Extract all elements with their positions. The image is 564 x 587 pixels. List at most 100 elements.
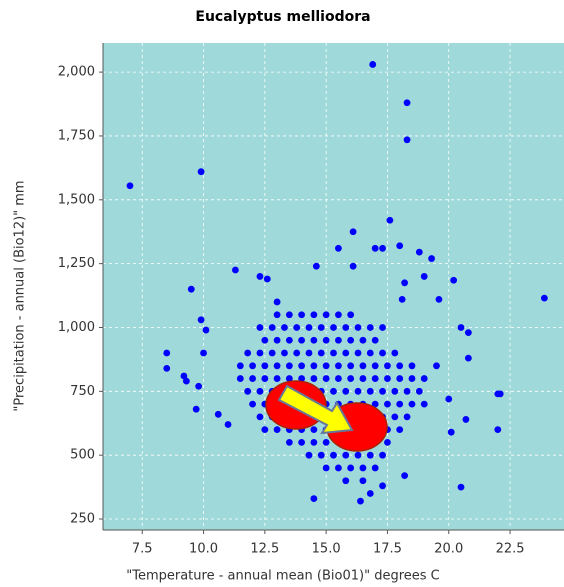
- point: [347, 311, 355, 319]
- point: [310, 495, 318, 502]
- x-axis-label: "Temperature - annual mean (Bio01)" degr…: [126, 569, 440, 584]
- point: [195, 382, 203, 390]
- point: [330, 451, 337, 459]
- point: [310, 336, 318, 344]
- point: [298, 311, 306, 319]
- point: [371, 336, 379, 344]
- point: [420, 273, 428, 280]
- point: [354, 387, 362, 395]
- point: [450, 276, 458, 284]
- point: [322, 464, 330, 472]
- point: [273, 426, 281, 434]
- point: [494, 426, 502, 434]
- point: [342, 387, 350, 395]
- point: [379, 451, 386, 459]
- point: [349, 262, 357, 270]
- x-tick-label: 22.5: [496, 542, 525, 557]
- point: [285, 439, 293, 446]
- point: [464, 329, 472, 336]
- point: [273, 336, 281, 344]
- point: [285, 311, 293, 319]
- x-tick-label: 10.0: [189, 542, 218, 557]
- point: [347, 362, 355, 370]
- point: [197, 168, 205, 176]
- point: [263, 275, 271, 283]
- point: [428, 255, 435, 262]
- point: [347, 336, 355, 344]
- point: [403, 136, 411, 144]
- point: [335, 464, 342, 472]
- point: [359, 375, 367, 382]
- point: [322, 439, 330, 446]
- point: [371, 244, 379, 252]
- point: [163, 349, 171, 357]
- point: [261, 336, 269, 344]
- point: [268, 324, 276, 331]
- point: [379, 349, 386, 357]
- point: [403, 387, 411, 395]
- point: [322, 362, 330, 370]
- point: [335, 311, 342, 319]
- point: [391, 349, 399, 357]
- x-tick-label: 15.0: [312, 542, 341, 557]
- point: [366, 490, 374, 497]
- point: [202, 326, 210, 334]
- point: [330, 349, 337, 357]
- point: [281, 349, 288, 357]
- point: [396, 242, 404, 250]
- point: [232, 266, 239, 274]
- point: [335, 244, 342, 252]
- point: [298, 439, 306, 446]
- point: [408, 362, 416, 370]
- point: [285, 362, 293, 370]
- point: [335, 375, 342, 382]
- point: [249, 400, 256, 408]
- point: [379, 244, 386, 252]
- x-tick-label: 20.0: [434, 542, 463, 557]
- x-tick-label: 17.5: [373, 542, 402, 557]
- point: [366, 387, 374, 395]
- point: [317, 324, 325, 331]
- point: [384, 362, 391, 370]
- point: [249, 362, 256, 370]
- point: [357, 497, 364, 505]
- point: [310, 426, 318, 434]
- point: [347, 464, 355, 472]
- point: [310, 439, 318, 446]
- point: [396, 426, 404, 434]
- point: [457, 324, 465, 331]
- chart-title: Eucalyptus melliodora: [195, 9, 370, 25]
- point: [261, 362, 269, 370]
- point: [298, 362, 306, 370]
- point: [462, 416, 470, 423]
- point: [256, 387, 264, 395]
- point: [359, 362, 367, 370]
- point: [371, 400, 379, 408]
- point: [182, 377, 190, 385]
- point: [396, 362, 404, 370]
- point: [371, 375, 379, 382]
- point: [408, 375, 416, 382]
- y-tick-label: 1,000: [58, 320, 95, 335]
- point: [359, 464, 367, 472]
- point: [293, 349, 301, 357]
- point: [310, 362, 318, 370]
- point: [359, 336, 367, 344]
- point: [310, 311, 318, 319]
- point: [281, 324, 288, 331]
- point: [293, 324, 301, 331]
- point: [261, 426, 269, 434]
- point: [273, 311, 281, 319]
- point: [342, 477, 350, 485]
- point: [391, 387, 399, 395]
- point: [379, 482, 386, 490]
- y-tick-label: 750: [70, 384, 95, 399]
- y-tick-label: 2,000: [58, 65, 95, 80]
- point: [379, 324, 386, 331]
- point: [322, 336, 330, 344]
- point: [435, 295, 443, 303]
- point: [415, 387, 423, 395]
- point: [457, 483, 465, 491]
- y-tick-label: 1,500: [58, 192, 95, 207]
- point: [330, 324, 337, 331]
